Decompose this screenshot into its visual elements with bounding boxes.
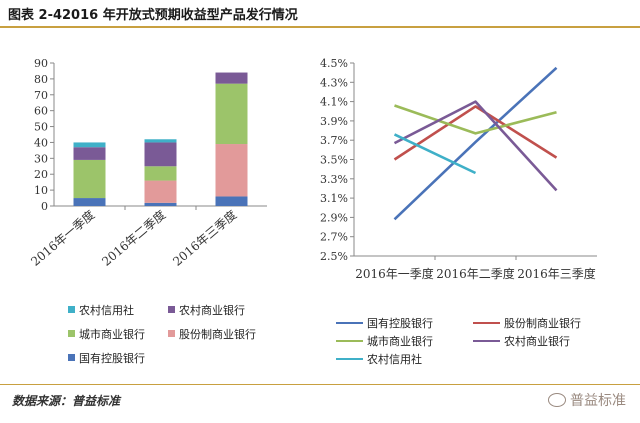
line-y-tick-label: 3.9% <box>320 115 348 128</box>
bar-x-tick-label: 2016年一季度 <box>28 207 98 269</box>
title-divider <box>0 26 640 28</box>
bar-legend-swatch <box>68 330 75 337</box>
bar-legend-swatch <box>168 306 175 313</box>
bar-x-tick-label: 2016年三季度 <box>170 207 240 269</box>
bar-segment <box>73 147 106 160</box>
brand-name: 普益标准 <box>570 393 626 409</box>
line-y-tick-label: 3.5% <box>320 154 348 167</box>
line-x-tick-label: 2016年一季度 <box>355 266 434 281</box>
brand-watermark: 普益标准 <box>548 390 626 410</box>
bar-legend-label: 股份制商业银行 <box>179 327 256 341</box>
line-series <box>393 105 558 161</box>
bar-legend-label: 农村商业银行 <box>179 303 245 317</box>
line-x-tick-label: 2016年三季度 <box>517 266 596 281</box>
bar-y-tick-label: 30 <box>34 152 48 165</box>
source-note: 数据来源：普益标准 <box>12 394 121 408</box>
bar-legend-swatch <box>68 354 75 361</box>
line-legend-label: 股份制商业银行 <box>504 316 581 330</box>
bar-segment <box>215 72 248 84</box>
bar-segment <box>215 83 248 145</box>
bar-y-tick-label: 0 <box>41 200 48 213</box>
wechat-icon <box>548 393 566 407</box>
bar-y-tick-label: 70 <box>34 89 48 102</box>
line-y-tick-label: 2.9% <box>320 211 348 224</box>
line-y-tick-label: 3.1% <box>320 192 348 205</box>
line-y-tick-label: 4.5% <box>320 57 348 70</box>
bar-y-tick-label: 20 <box>34 168 48 181</box>
bar-y-tick-label: 80 <box>34 73 48 86</box>
line-y-tick-label: 4.1% <box>320 96 348 109</box>
line-series <box>394 104 557 135</box>
line-y-tick-label: 3.7% <box>320 134 348 147</box>
chart-frame: 0 10 20 30 40 50 60 70 80 90 2016年一季度 2016年二季度 2016年… <box>13 46 625 380</box>
page-title: 图表 2-42016 年开放式预期收益型产品发行情况 <box>8 8 298 23</box>
bar-legend-label: 国有控股银行 <box>79 351 145 365</box>
bar-segment <box>215 144 248 197</box>
footer-divider <box>0 384 640 385</box>
line-y-tick-label: 2.5% <box>320 250 348 263</box>
bar-y-tick-label: 60 <box>34 105 48 118</box>
bar-segment <box>144 166 177 181</box>
line-x-tick-label: 2016年二季度 <box>436 266 515 281</box>
bar-x-tick-label: 2016年二季度 <box>99 207 169 269</box>
bar-segment <box>144 202 177 206</box>
bar-legend-label: 城市商业银行 <box>79 327 145 341</box>
bar-segment <box>144 142 177 167</box>
line-series <box>393 100 558 192</box>
bar-legend-label: 农村信用社 <box>79 303 134 317</box>
bar-y-tick-label: 50 <box>34 121 48 134</box>
line-legend-label: 城市商业银行 <box>367 334 433 348</box>
bar-segment <box>73 198 106 206</box>
bar-legend-swatch <box>168 330 175 337</box>
line-y-tick-label: 3.3% <box>320 173 348 186</box>
bar-y-tick-label: 40 <box>34 136 48 149</box>
bar-segment <box>73 142 106 148</box>
bar-y-tick-label: 90 <box>34 57 48 70</box>
bar-segment <box>144 180 177 203</box>
bar-segment <box>144 139 177 143</box>
line-series <box>393 133 477 175</box>
line-y-tick-label: 4.3% <box>320 76 348 89</box>
bar-segment <box>73 159 106 199</box>
line-legend-label: 国有控股银行 <box>367 316 433 330</box>
line-legend-label: 农村商业银行 <box>504 334 570 348</box>
bar-segment <box>215 196 248 206</box>
line-series <box>393 66 558 221</box>
bar-legend-swatch <box>68 306 75 313</box>
bar-y-tick-label: 10 <box>34 184 48 197</box>
line-legend-label: 农村信用社 <box>367 352 422 366</box>
line-y-tick-label: 2.7% <box>320 231 348 244</box>
